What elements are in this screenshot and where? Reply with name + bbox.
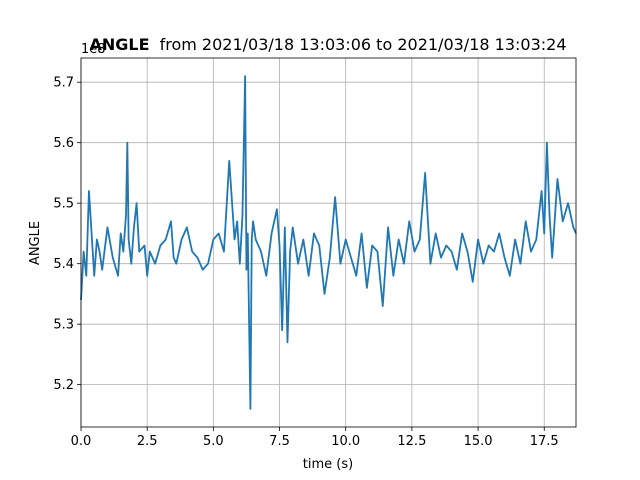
- tick-layer: 0.0 2.5 5.0 7.5 10.0 12.5 15.0 17.5 5.2 5.3 5.4 5.5…: [53, 76, 558, 449]
- x-tick-label: 10.0: [331, 434, 360, 449]
- chart-title-rest: from 2021/03/18 13:03:06 to 2021/03/18 1…: [160, 35, 567, 54]
- x-tick-label: 12.5: [397, 434, 426, 449]
- x-tick-label: 0.0: [71, 434, 92, 449]
- y-axis-label: ANGLE: [28, 221, 43, 265]
- x-tick-label: 5.0: [203, 434, 224, 449]
- x-tick-label: 2.5: [137, 434, 158, 449]
- x-tick-label: 7.5: [269, 434, 290, 449]
- y-offset-text: 1e8: [81, 42, 106, 57]
- x-tick-label: 15.0: [464, 434, 493, 449]
- axes-frame: [80, 57, 577, 428]
- y-tick-label: 5.6: [53, 136, 74, 151]
- series-line: [80, 75, 577, 410]
- series-layer: [80, 75, 577, 410]
- x-axis-label: time (s): [303, 457, 353, 472]
- y-tick-label: 5.2: [53, 378, 74, 393]
- y-tick-label: 5.7: [53, 76, 74, 91]
- y-tick-label: 5.5: [53, 197, 74, 212]
- y-tick-label: 5.4: [53, 257, 74, 272]
- y-tick-label: 5.3: [53, 318, 74, 333]
- chart-title-bold: ANGLE: [89, 35, 149, 54]
- chart-title: ANGLE from 2021/03/18 13:03:06 to 2021/0…: [89, 35, 566, 54]
- x-tick-label: 17.5: [530, 434, 559, 449]
